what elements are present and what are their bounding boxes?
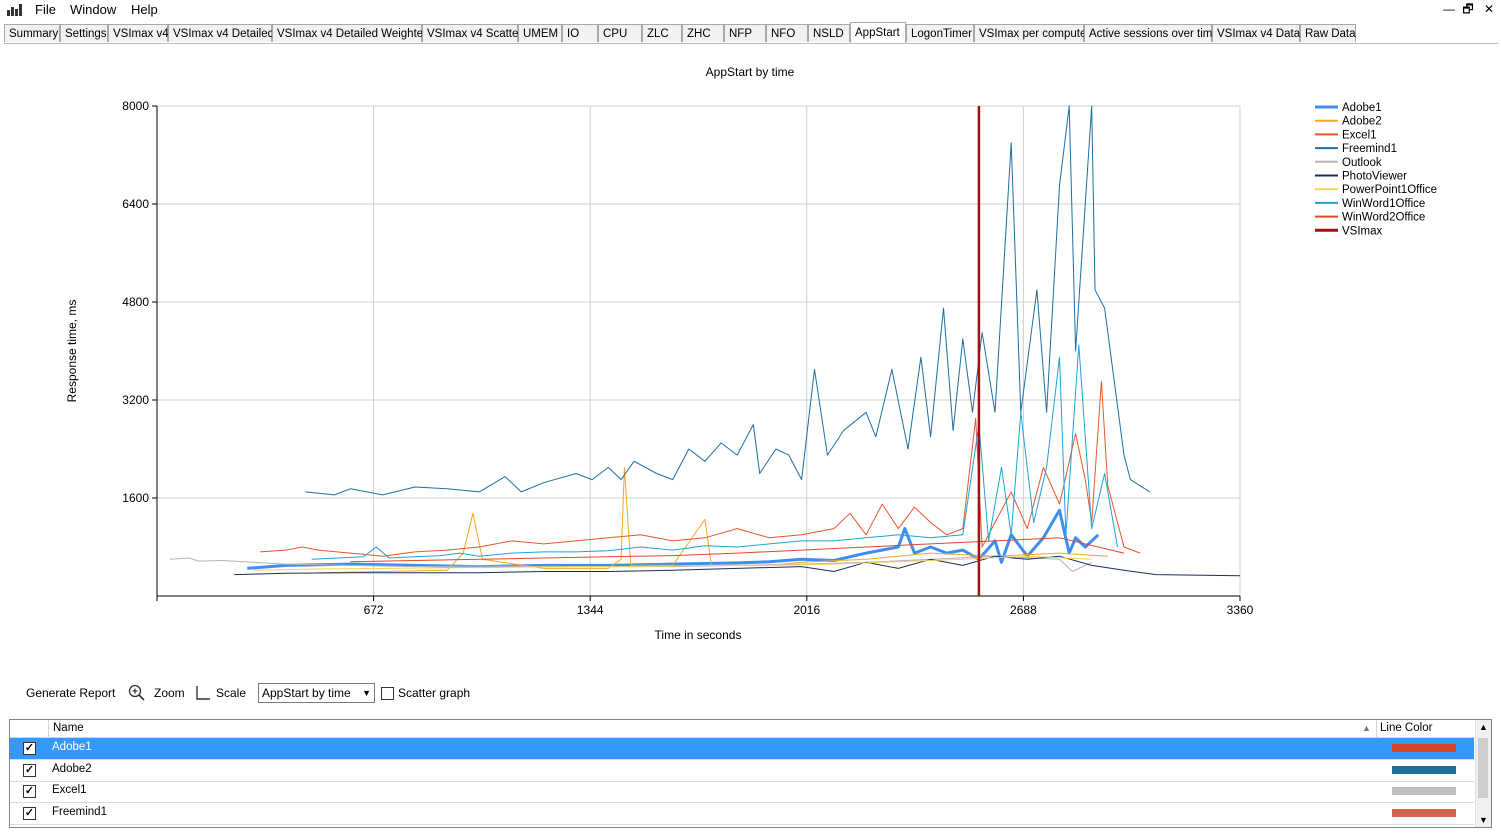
scroll-down-icon[interactable]: ▼ <box>1479 815 1488 825</box>
menu-help[interactable]: Help <box>131 2 158 17</box>
y-axis-label: Response time, ms <box>65 300 79 403</box>
legend-entry: PhotoViewer <box>1342 171 1407 183</box>
zoom-icon[interactable] <box>128 684 146 702</box>
legend-entry: WinWord1Office <box>1342 198 1425 210</box>
tab-nfo[interactable]: NFO <box>766 24 808 42</box>
legend-entry: PowerPoint1Office <box>1342 184 1437 196</box>
tab-settings[interactable]: Settings <box>60 24 108 42</box>
line-color-swatch[interactable] <box>1392 808 1456 817</box>
chart-toolbar: Generate Report Zoom Scale AppStart by t… <box>0 680 1501 708</box>
scrollbar-thumb[interactable] <box>1478 738 1488 798</box>
chart-title: AppStart by time <box>706 65 795 79</box>
series-line-photoviewer <box>234 555 1241 577</box>
view-select[interactable]: AppStart by time ▼ <box>258 683 375 703</box>
scatter-graph-label: Scatter graph <box>398 686 471 700</box>
series-grid: Name ▲ Line Color ✓ Adobe1 ✓ Adobe2 ✓ Excel1 ✓… <box>9 719 1492 828</box>
x-tick-label: 2688 <box>1010 603 1037 617</box>
legend-entry: Adobe2 <box>1342 116 1382 128</box>
tab-vsimax-v4-detailed[interactable]: VSImax v4 Detailed <box>168 24 274 42</box>
restore-button[interactable]: 🗗 <box>1462 2 1474 16</box>
appstart-chart[interactable]: 672 1344 2016 2688 3360 1600 3200 4800 6400 8000 A… <box>0 44 1501 674</box>
generate-report-button[interactable]: Generate Report <box>26 686 116 700</box>
grid-header: Name ▲ Line Color <box>10 720 1474 738</box>
row-name: Excel1 <box>52 784 87 796</box>
zoom-button[interactable]: Zoom <box>154 686 185 700</box>
x-tick-label: 1344 <box>577 603 604 617</box>
tab-raw-data[interactable]: Raw Data <box>1300 24 1356 42</box>
series-line-powerpoint1office <box>253 555 1092 571</box>
table-row[interactable]: ✓ Freemind1 <box>10 803 1474 825</box>
table-row[interactable]: ✓ Adobe2 <box>10 760 1474 782</box>
row-name: Adobe2 <box>52 762 92 775</box>
tab-io[interactable]: IO <box>562 24 598 42</box>
column-header-name[interactable]: Name <box>53 722 84 734</box>
row-checkbox[interactable]: ✓ <box>23 763 36 777</box>
scatter-graph-checkbox[interactable] <box>381 687 394 700</box>
tab-bar: Summary Settings VSImax v4 VSImax v4 Detail… <box>4 22 1498 44</box>
x-axis-label: Time in seconds <box>655 628 742 642</box>
series-line-excel1 <box>260 381 1141 557</box>
tab-summary[interactable]: Summary <box>4 24 60 42</box>
series-line-adobe2 <box>318 466 1108 574</box>
tab-vsimax-v4-data[interactable]: VSImax v4 Data <box>1212 24 1300 42</box>
y-tick-label: 8000 <box>122 99 149 113</box>
y-tick-label: 3200 <box>122 393 149 407</box>
x-tick-label: 3360 <box>1227 603 1254 617</box>
row-name: Adobe1 <box>52 741 92 753</box>
tab-cpu[interactable]: CPU <box>598 24 642 42</box>
row-checkbox[interactable]: ✓ <box>23 785 36 798</box>
scroll-up-icon[interactable]: ▲ <box>1479 722 1488 732</box>
table-row[interactable]: ✓ Excel1 <box>10 781 1474 803</box>
series-line-winword2office <box>350 537 1125 563</box>
sort-up-icon: ▲ <box>1362 723 1371 733</box>
menu-bar: File Window Help — 🗗 ✕ <box>0 0 1501 20</box>
scale-button[interactable]: Scale <box>216 686 247 700</box>
tab-nsld[interactable]: NSLD <box>808 24 850 42</box>
line-color-swatch[interactable] <box>1392 787 1456 795</box>
tab-active-sessions-over-time[interactable]: Active sessions over time <box>1084 24 1219 42</box>
column-header-line-color[interactable]: Line Color <box>1380 722 1433 734</box>
tab-vsimax-per-computer[interactable]: VSImax per computer <box>974 24 1090 42</box>
tab-umem[interactable]: UMEM <box>518 24 562 42</box>
series-line-adobe1 <box>247 508 1100 570</box>
app-logo-icon <box>7 4 22 16</box>
line-color-swatch[interactable] <box>1392 765 1456 774</box>
tab-zhc[interactable]: ZHC <box>682 24 724 42</box>
legend-entry: Excel1 <box>1342 129 1377 141</box>
row-checkbox[interactable]: ✓ <box>23 742 36 755</box>
tab-vsimax-v4[interactable]: VSImax v4 <box>108 24 169 42</box>
tab-zlc[interactable]: ZLC <box>642 24 682 42</box>
legend-entry: Adobe1 <box>1342 102 1382 114</box>
row-checkbox[interactable]: ✓ <box>23 806 36 820</box>
tab-logontimer[interactable]: LogonTimer <box>906 24 974 42</box>
series-line-freemind1 <box>305 105 1151 496</box>
menu-file[interactable]: File <box>35 2 56 17</box>
legend-entry: Freemind1 <box>1342 143 1397 155</box>
menu-window[interactable]: Window <box>70 2 117 17</box>
tab-vsimax-v4-detailed-weighted[interactable]: VSImax v4 Detailed Weighted <box>272 24 430 42</box>
tab-nfp[interactable]: NFP <box>724 24 766 42</box>
close-button[interactable]: ✕ <box>1483 2 1495 16</box>
y-tick-label: 6400 <box>122 197 149 211</box>
tab-appstart[interactable]: AppStart <box>850 22 906 43</box>
table-row[interactable]: ✓ Adobe1 <box>10 738 1474 760</box>
x-tick-label: 672 <box>364 603 384 617</box>
line-color-swatch[interactable] <box>1392 744 1456 752</box>
view-select-value: AppStart by time <box>262 686 351 700</box>
legend-entry: VSImax <box>1342 225 1383 237</box>
series-line-winword1office <box>311 344 1118 560</box>
row-name: Freemind1 <box>52 805 107 818</box>
legend-entry: WinWord2Office <box>1342 212 1425 224</box>
y-tick-label: 1600 <box>122 491 149 505</box>
y-tick-label: 4800 <box>122 295 149 309</box>
chevron-down-icon: ▼ <box>362 688 371 698</box>
grid-scrollbar[interactable]: ▲ ▼ <box>1475 720 1491 827</box>
plot-border <box>156 105 1241 597</box>
scale-icon[interactable] <box>195 685 211 701</box>
legend-entry: Outlook <box>1342 157 1382 169</box>
tab-vsimax-v4-scatter[interactable]: VSImax v4 Scatter <box>422 24 522 42</box>
x-tick-label: 2016 <box>793 603 820 617</box>
chart-area: 672 1344 2016 2688 3360 1600 3200 4800 6400 8000 A… <box>0 44 1501 674</box>
minimize-button[interactable]: — <box>1443 2 1455 16</box>
